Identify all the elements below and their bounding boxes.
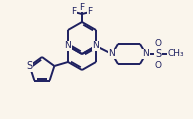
Text: N: N: [109, 50, 115, 59]
Text: S: S: [27, 61, 33, 71]
Text: N: N: [65, 42, 71, 50]
Text: N: N: [143, 50, 149, 59]
Text: O: O: [155, 39, 162, 47]
Text: S: S: [155, 49, 161, 59]
Text: O: O: [155, 60, 162, 69]
Text: F: F: [71, 7, 77, 17]
Text: F: F: [80, 2, 85, 12]
Text: CH₃: CH₃: [168, 50, 184, 59]
Text: F: F: [87, 7, 93, 17]
Text: N: N: [93, 42, 99, 50]
